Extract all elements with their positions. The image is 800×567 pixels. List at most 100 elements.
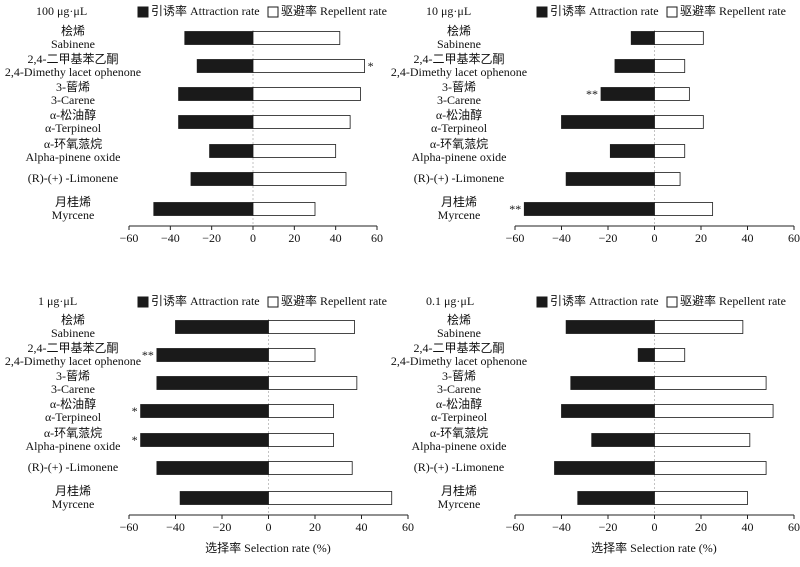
legend-swatch-repellent	[666, 296, 678, 308]
panel-title: 0.1 μg·μL	[426, 294, 474, 308]
bar-attraction	[523, 202, 655, 216]
x-tick-label: 60	[402, 520, 414, 534]
significance-mark: *	[132, 404, 138, 418]
x-tick-label: 0	[266, 520, 272, 534]
category-label-en: α-Terpineol	[431, 121, 488, 135]
category-label-zh: α-环氧蒎烷	[430, 426, 488, 440]
category-label-en: 3-Carene	[437, 93, 481, 107]
panel-title: 10 μg·μL	[426, 4, 471, 18]
category-label-en: Myrcene	[438, 497, 481, 511]
bar-attraction	[565, 172, 655, 186]
category-label-en: Alpha-pinene oxide	[412, 439, 507, 453]
bar-repellent	[654, 433, 751, 447]
legend-swatch-attraction	[137, 296, 149, 308]
x-tick-label: 40	[330, 231, 342, 245]
x-tick-label: −60	[120, 520, 139, 534]
category-label-zh: 桧烯	[447, 312, 471, 327]
x-tick-label: 0	[652, 231, 658, 245]
category-label-zh: 桧烯	[61, 23, 85, 38]
category-label-zh: 2,4-二甲基苯乙酮	[28, 341, 119, 355]
x-tick-label: 20	[695, 231, 707, 245]
bar-attraction	[554, 461, 655, 475]
category-label-en: Sabinene	[437, 37, 481, 51]
bar-repellent	[252, 31, 341, 45]
category-label-en: α-Terpineol	[45, 410, 102, 424]
category-label-zh: 3-蒈烯	[56, 80, 90, 94]
category-label-en: (R)-(+) -Limonene	[28, 460, 118, 474]
bar-attraction	[196, 59, 254, 73]
bar-repellent	[654, 59, 686, 73]
bar-repellent	[268, 376, 358, 390]
bar-attraction	[156, 376, 269, 390]
x-tick-label: 20	[288, 231, 300, 245]
panel-3: 1 μg·μL 引诱率 Attraction rate 驱避率 Repellent …	[5, 293, 414, 555]
category-label-en: 2,4-Dimethy lacet ophenone	[5, 65, 141, 79]
legend-label-repellent: 驱避率 Repellent rate	[680, 3, 786, 18]
category-label-en: Sabinene	[51, 37, 95, 51]
legend-label-attraction: 引诱率 Attraction rate	[151, 293, 260, 308]
legend-label-repellent: 驱避率 Repellent rate	[281, 293, 387, 308]
bar-attraction	[184, 31, 254, 45]
x-tick-label: 60	[788, 520, 800, 534]
x-tick-label: −60	[120, 231, 139, 245]
bar-repellent	[268, 404, 334, 418]
bar-attraction	[209, 144, 254, 158]
legend-label-attraction: 引诱率 Attraction rate	[151, 3, 260, 18]
category-label-zh: 3-蒈烯	[56, 369, 90, 383]
category-label-en: Alpha-pinene oxide	[26, 150, 121, 164]
category-label-en: 3-Carene	[51, 93, 95, 107]
bar-repellent	[268, 461, 353, 475]
x-tick-label: −60	[506, 231, 525, 245]
category-label-zh: 月桂烯	[441, 483, 477, 498]
bar-repellent	[252, 59, 365, 73]
x-tick-label: −40	[552, 231, 571, 245]
category-label-zh: α-松油醇	[436, 396, 482, 411]
bar-attraction	[577, 491, 655, 505]
legend-swatch-repellent	[267, 6, 279, 18]
category-label-zh: α-环氧蒎烷	[44, 426, 102, 440]
x-tick-label: 40	[356, 520, 368, 534]
category-label-zh: 3-蒈烯	[442, 369, 476, 383]
category-label-en: α-Terpineol	[431, 410, 488, 424]
category-label-en: Myrcene	[52, 208, 95, 222]
bar-repellent	[654, 31, 704, 45]
legend-swatch-repellent	[666, 6, 678, 18]
x-tick-label: −40	[552, 520, 571, 534]
bar-repellent	[654, 87, 690, 101]
bar-attraction	[179, 491, 269, 505]
bar-attraction	[140, 404, 269, 418]
x-tick-label: 20	[309, 520, 321, 534]
x-tick-label: −20	[599, 231, 618, 245]
category-label-en: α-Terpineol	[45, 121, 102, 135]
legend-label-attraction: 引诱率 Attraction rate	[550, 293, 659, 308]
panel-2: 10 μg·μL 引诱率 Attraction rate 驱避率 Repellent…	[391, 3, 800, 245]
bar-repellent	[654, 348, 686, 362]
category-label-en: 2,4-Dimethy lacet ophenone	[391, 354, 527, 368]
bar-attraction	[140, 433, 269, 447]
category-label-zh: 月桂烯	[55, 194, 91, 209]
bar-attraction	[637, 348, 655, 362]
legend-label-repellent: 驱避率 Repellent rate	[281, 3, 387, 18]
x-tick-label: 40	[742, 520, 754, 534]
category-label-en: (R)-(+) -Limonene	[414, 460, 504, 474]
x-tick-label: −20	[213, 520, 232, 534]
category-label-zh: α-松油醇	[50, 107, 96, 122]
bar-attraction	[570, 376, 655, 390]
category-label-zh: 2,4-二甲基苯乙酮	[414, 52, 505, 66]
category-label-zh: α-环氧蒎烷	[430, 137, 488, 151]
category-label-zh: 2,4-二甲基苯乙酮	[28, 52, 119, 66]
x-tick-label: 40	[742, 231, 754, 245]
bar-repellent	[654, 461, 767, 475]
category-label-zh: 3-蒈烯	[442, 80, 476, 94]
bar-repellent	[654, 491, 748, 505]
category-label-en: 3-Carene	[437, 382, 481, 396]
legend-label-attraction: 引诱率 Attraction rate	[550, 3, 659, 18]
x-tick-label: 60	[371, 231, 383, 245]
bar-repellent	[654, 172, 681, 186]
category-label-en: (R)-(+) -Limonene	[414, 171, 504, 185]
bar-repellent	[654, 376, 767, 390]
significance-mark: *	[368, 59, 374, 73]
bar-repellent	[268, 348, 316, 362]
